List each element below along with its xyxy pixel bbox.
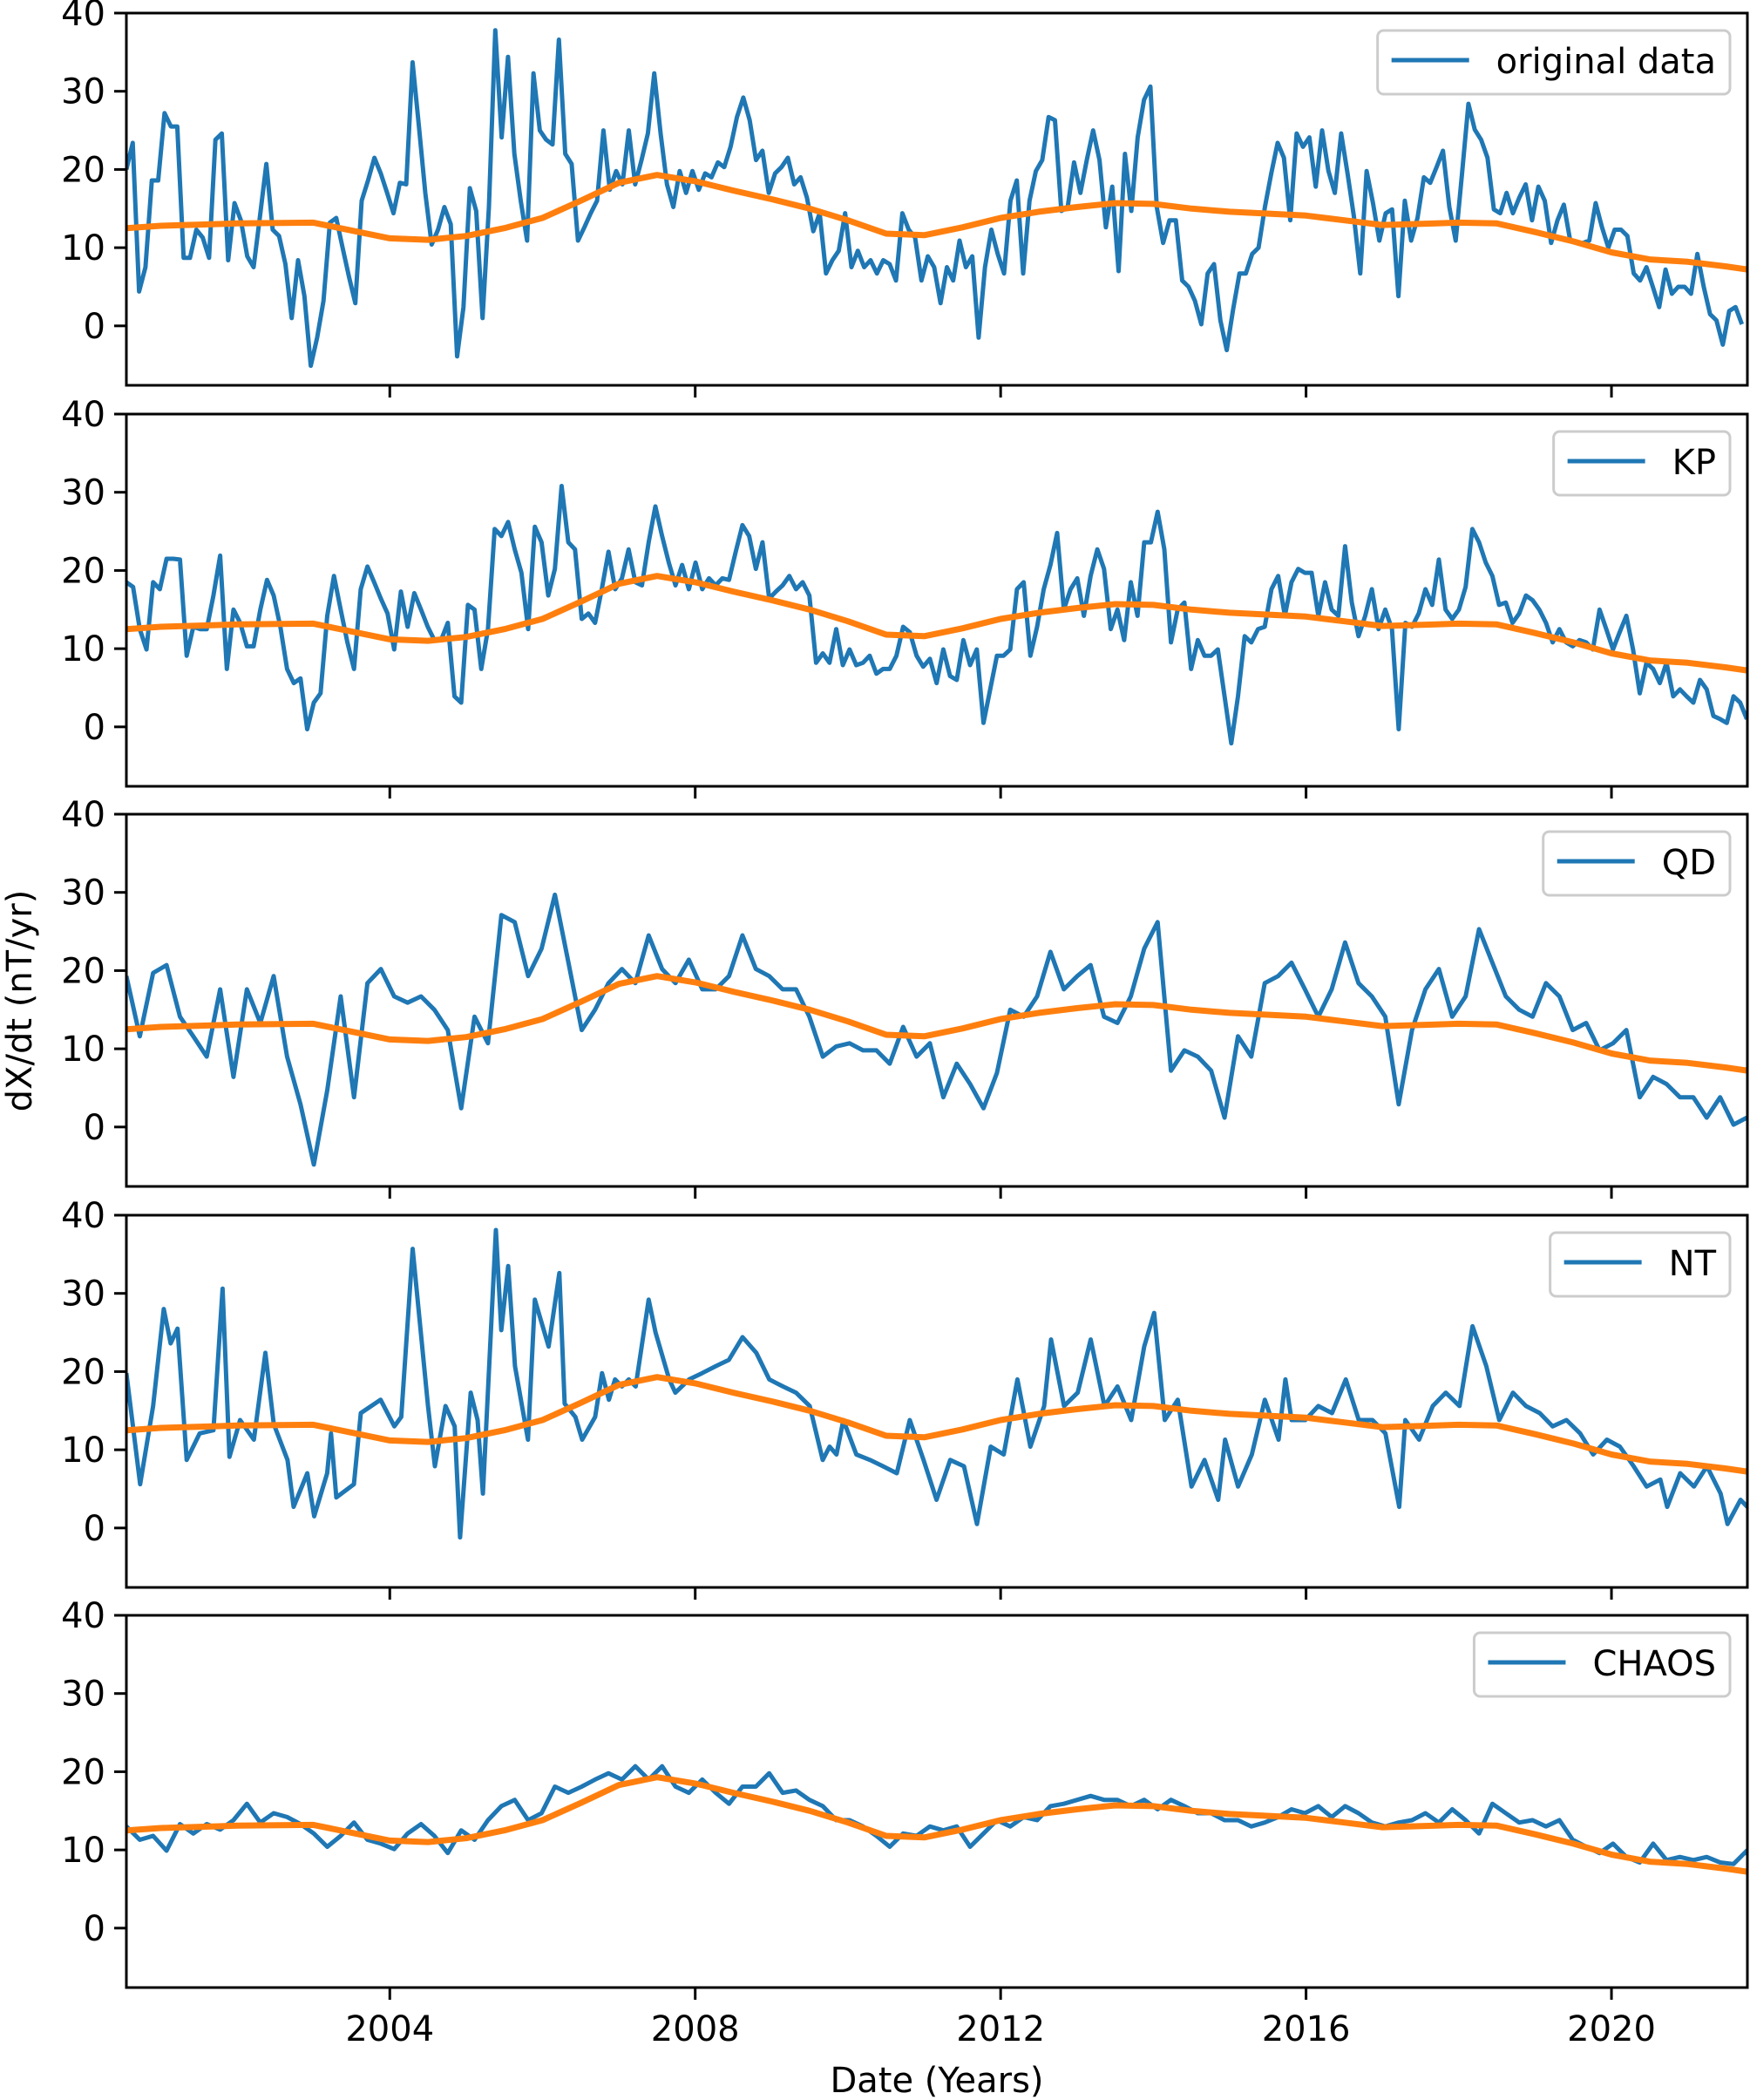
y-tick-label: 30 — [61, 873, 105, 914]
series-line-qd — [126, 892, 1747, 1167]
y-tick-label: 0 — [84, 708, 105, 748]
y-tick-label: 0 — [84, 1108, 105, 1148]
axes-frame — [125, 1614, 1749, 1989]
y-tick-label: 20 — [61, 1352, 105, 1392]
series-line-kp — [126, 484, 1747, 746]
y-tick-label: 30 — [61, 1274, 105, 1315]
y-tick-label: 0 — [84, 1909, 105, 1949]
y-tick-label: 30 — [61, 473, 105, 513]
subplots: 0 10 20 30 40 original data 0 10 20 30 40 KP 0 10 20 30… — [61, 0, 1749, 2000]
axes-frame — [125, 11, 1749, 387]
legend: QD — [1542, 830, 1732, 897]
x-tick-label: 2016 — [1262, 2009, 1351, 2049]
legend-box — [1542, 830, 1732, 897]
y-tick-label: 10 — [61, 629, 105, 669]
y-tick-label: 40 — [61, 0, 105, 34]
legend-box — [1472, 1631, 1732, 1698]
subplot-kp: 0 10 20 30 40 KP — [61, 395, 1749, 799]
trend-line — [126, 973, 1747, 1074]
y-tick-label: 40 — [61, 1196, 105, 1236]
y-tick-label: 0 — [84, 1509, 105, 1549]
legend-box — [1376, 29, 1732, 96]
x-tick-label: 2012 — [956, 2009, 1045, 2049]
axes-frame — [125, 812, 1749, 1188]
legend: KP — [1552, 430, 1732, 497]
subplot-qd: 0 10 20 30 40 QD — [61, 795, 1749, 1199]
y-tick-label: 40 — [61, 795, 105, 835]
y-tick-label: 10 — [61, 1030, 105, 1070]
legend-label: original data — [1496, 42, 1716, 82]
axes-frame — [125, 1213, 1749, 1589]
y-tick-label: 20 — [61, 150, 105, 190]
x-axis-label: Date (Years) — [830, 2061, 1043, 2100]
subplot-nt: 0 10 20 30 40 NT — [61, 1196, 1749, 1600]
legend-label: CHAOS — [1592, 1644, 1716, 1684]
legend: CHAOS — [1472, 1631, 1732, 1698]
y-tick-label: 10 — [61, 1831, 105, 1871]
y-tick-label: 20 — [61, 951, 105, 991]
x-tick-labels: 2004 2008 2012 2016 2020 — [345, 2009, 1656, 2049]
legend-label: QD — [1662, 843, 1716, 883]
legend: NT — [1549, 1231, 1732, 1298]
y-tick-label: 40 — [61, 1596, 105, 1636]
x-tick-label: 2008 — [651, 2009, 740, 2049]
series-line-nt — [126, 1227, 1747, 1540]
x-tick-label: 2004 — [345, 2009, 434, 2049]
y-tick-label: 30 — [61, 1675, 105, 1715]
y-tick-label: 20 — [61, 1752, 105, 1792]
trend-line — [126, 1374, 1747, 1475]
legend: original data — [1376, 29, 1732, 96]
series-line-original-data — [126, 28, 1745, 369]
trend-line — [126, 1774, 1747, 1875]
y-tick-label: 10 — [61, 1431, 105, 1471]
legend-label: KP — [1672, 443, 1716, 483]
y-axis-label: dX/dt (nT/yr) — [0, 890, 40, 1112]
axes-frame — [125, 412, 1749, 788]
trend-line — [126, 573, 1747, 674]
y-tick-label: 20 — [61, 551, 105, 591]
legend-label: NT — [1669, 1244, 1717, 1284]
x-tick-label: 2020 — [1567, 2009, 1656, 2049]
trend-line — [126, 172, 1747, 273]
y-tick-label: 40 — [61, 395, 105, 435]
subplot-original-data: 0 10 20 30 40 original data — [61, 0, 1749, 398]
subplot-chaos: 0 10 20 30 40 CHAOS — [61, 1596, 1749, 2000]
y-tick-label: 10 — [61, 228, 105, 268]
y-tick-label: 0 — [84, 307, 105, 347]
y-tick-label: 30 — [61, 72, 105, 112]
